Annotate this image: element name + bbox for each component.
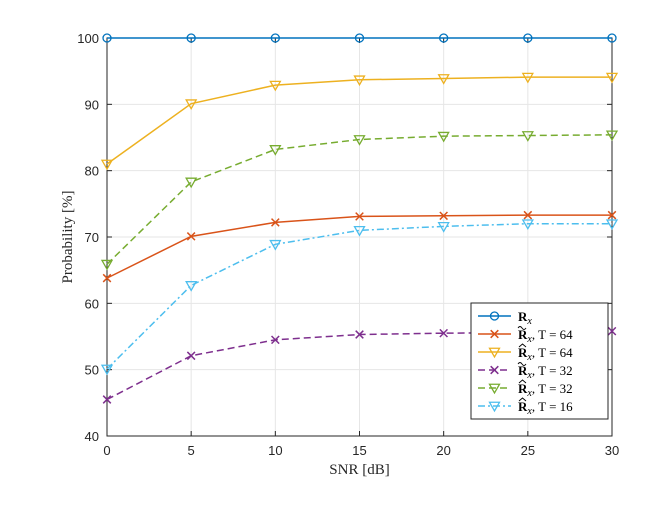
marker-point [269, 145, 282, 156]
tilde-accent [517, 362, 527, 366]
marker-point [523, 210, 533, 220]
marker-point [439, 328, 448, 338]
series-line [106, 134, 613, 265]
series-2 [100, 72, 619, 171]
marker-point [605, 219, 619, 231]
marker-point [437, 74, 450, 85]
marker-point [437, 131, 450, 143]
marker-point [100, 159, 114, 171]
marker-point [102, 33, 112, 43]
marker-point [607, 210, 617, 220]
marker-point [523, 33, 533, 43]
y-tick-label: 50 [85, 363, 99, 378]
legend-label: Rx, T = 32 [518, 381, 573, 399]
x-tick-label: 0 [103, 443, 110, 458]
marker-point [489, 311, 500, 321]
marker-point [439, 211, 448, 221]
legend-entry: Rx [478, 309, 532, 327]
legend-label: Rx, T = 64 [518, 327, 573, 345]
marker-point [270, 33, 280, 43]
series-5 [100, 219, 619, 376]
y-tick-label: 100 [77, 31, 99, 46]
marker-point [185, 177, 198, 189]
tilde-accent [517, 326, 527, 330]
marker-point [100, 259, 114, 271]
legend-entry: Rx, T = 32 [478, 362, 573, 381]
series-4 [100, 130, 619, 271]
legend-entry: Rx, T = 64 [478, 326, 573, 345]
legend-entry: Rx, T = 32 [478, 379, 573, 399]
legend-box [470, 302, 609, 420]
marker-point [488, 347, 501, 359]
x-tick-label: 20 [436, 443, 450, 458]
marker-point [271, 335, 280, 345]
marker-point [355, 330, 364, 339]
marker-point [490, 365, 499, 375]
marker-point [521, 72, 534, 84]
marker-point [102, 395, 112, 404]
marker-point [353, 225, 366, 237]
series-1 [102, 210, 617, 283]
marker-point [439, 33, 449, 43]
marker-point [186, 232, 196, 241]
marker-point [488, 383, 501, 395]
marker-point [269, 80, 282, 92]
marker-point [100, 364, 114, 376]
marker-point [490, 329, 499, 339]
marker-point [437, 221, 450, 233]
y-tick-label: 90 [85, 97, 99, 112]
series-line [106, 222, 612, 370]
marker-point [355, 212, 364, 221]
legend-entry: Rx, T = 64 [478, 343, 573, 363]
marker-point [269, 239, 282, 251]
marker-point [605, 72, 619, 84]
axes: 0 5 10 15 20 25 30 40 50 60 70 80 90 100 [77, 31, 619, 458]
marker-point [521, 219, 534, 231]
legend-label: Rx, T = 32 [518, 363, 573, 381]
marker-point [353, 75, 366, 87]
hat-accent [518, 379, 527, 384]
marker-point [607, 33, 617, 43]
y-tick-label: 80 [85, 164, 99, 179]
marker-point [605, 130, 619, 142]
series-0 [102, 33, 617, 43]
y-axis-label: Probability [%] [60, 191, 76, 284]
marker-point [271, 218, 280, 227]
legend-label: Rx, T = 16 [518, 399, 573, 417]
x-tick-label: 5 [188, 443, 195, 458]
legend-entry: Rx, T = 16 [478, 397, 573, 417]
marker-point [488, 401, 501, 413]
series-line [106, 76, 612, 165]
marker-point [102, 273, 112, 283]
y-tick-label: 70 [85, 230, 99, 245]
series-lines [100, 33, 619, 404]
x-tick-label: 10 [268, 443, 282, 458]
marker-point [353, 135, 366, 146]
x-tick-label: 30 [605, 443, 619, 458]
marker-point [354, 33, 365, 43]
hat-accent [518, 397, 527, 402]
hat-accent [518, 343, 527, 348]
y-tick-label: 40 [85, 429, 99, 444]
legend-label: Rx, T = 64 [518, 345, 573, 363]
marker-point [607, 326, 617, 336]
marker-point [521, 131, 534, 142]
legend-label: Rx [518, 309, 532, 327]
x-tick-label: 25 [521, 443, 535, 458]
x-tick-label: 15 [352, 443, 366, 458]
y-tick-label: 60 [85, 296, 99, 311]
marker-point [185, 281, 198, 292]
marker-point [185, 99, 198, 110]
x-axis-label: SNR [dB] [329, 462, 389, 478]
marker-point [186, 351, 196, 361]
marker-point [186, 33, 196, 43]
